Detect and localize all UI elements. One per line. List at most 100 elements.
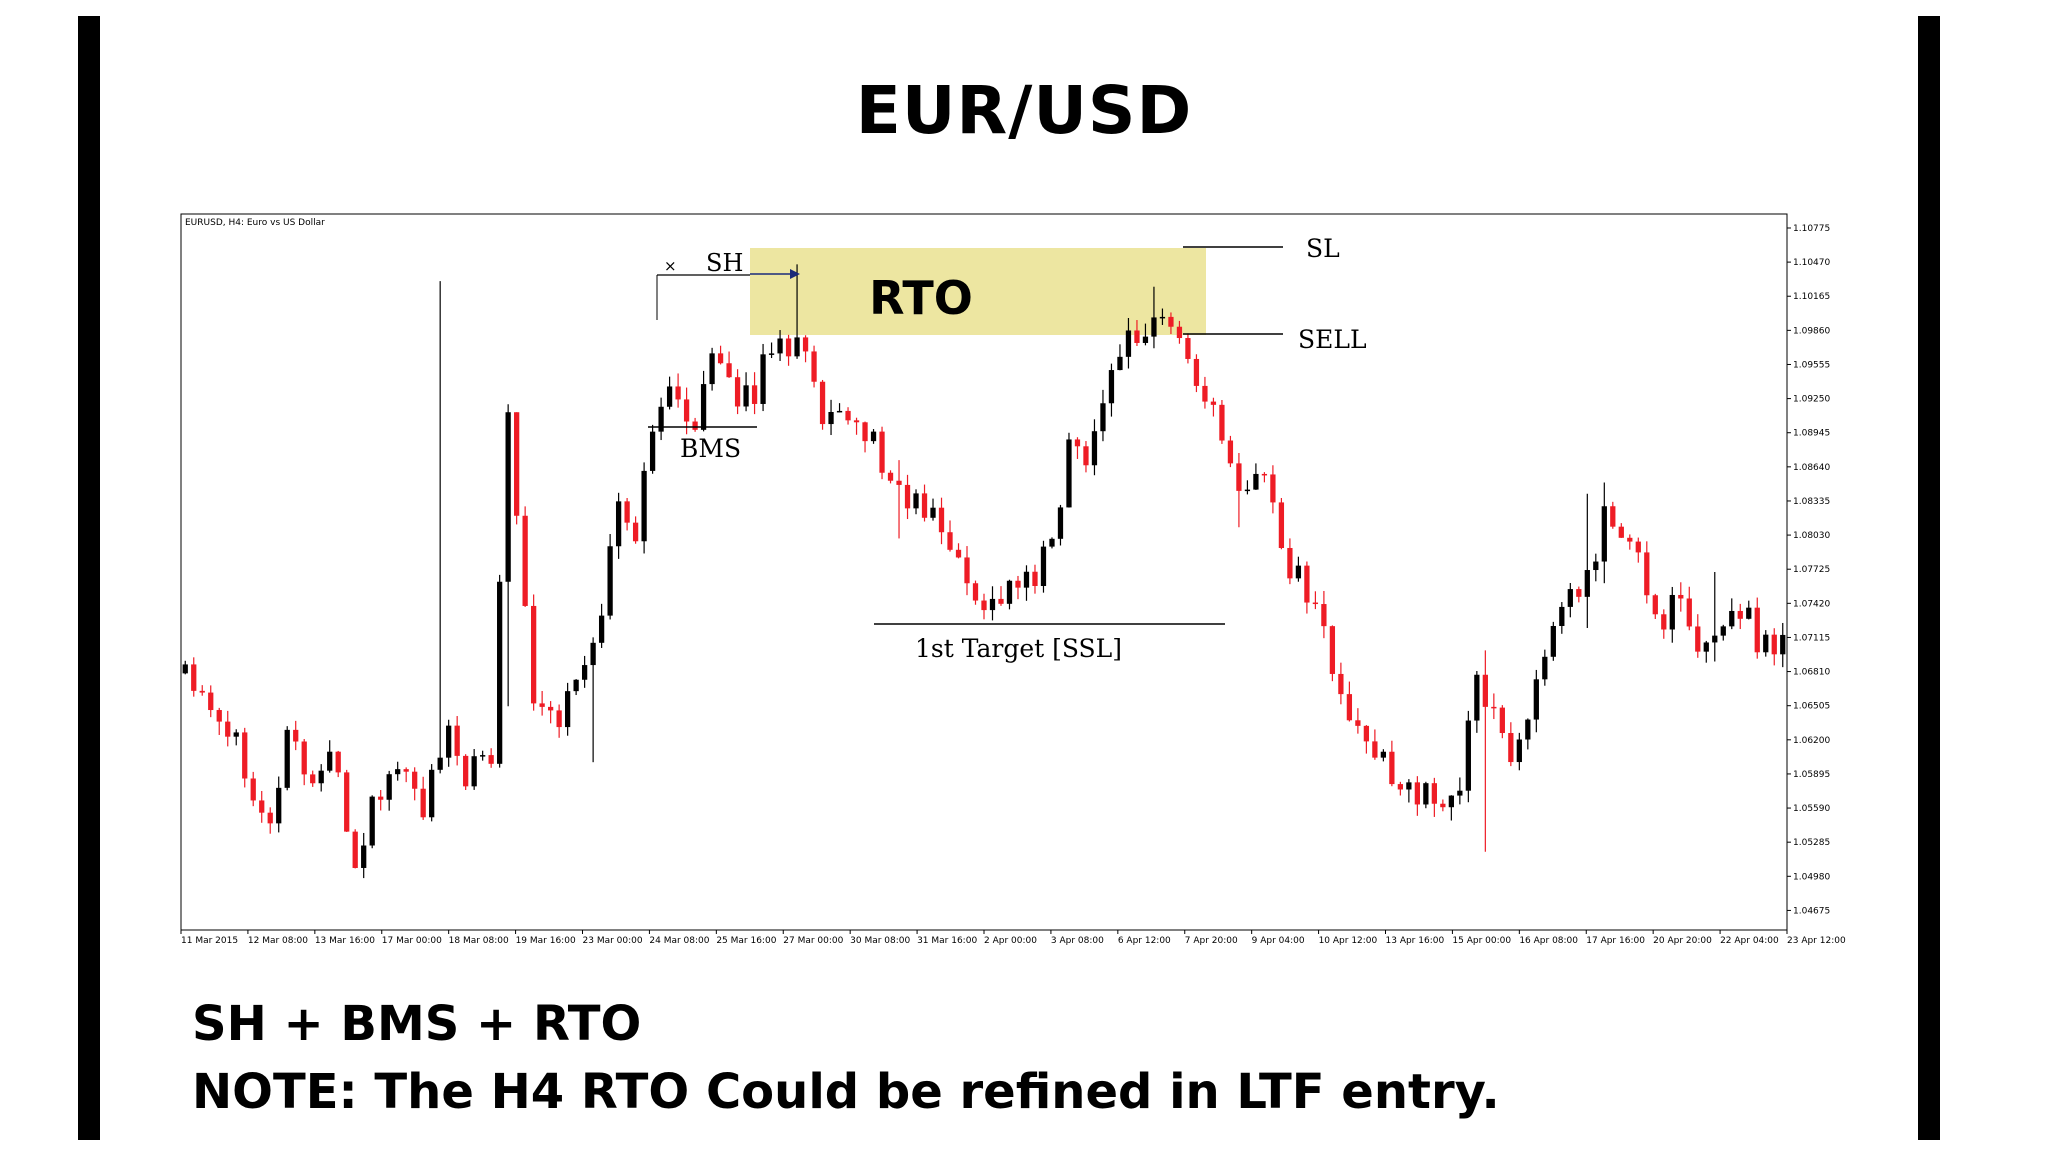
candle-body (743, 385, 749, 407)
candle-body (1737, 610, 1743, 619)
x-tick-label: 9 Apr 04:00 (1252, 936, 1305, 946)
x-tick-label: 30 Mar 08:00 (850, 936, 910, 946)
candle-body (709, 353, 715, 385)
candle-body (548, 706, 554, 711)
caption-formula: SH + BMS + RTO (192, 996, 642, 1052)
candle-body (1176, 326, 1183, 339)
candle-body (1236, 463, 1242, 491)
candle-body (564, 691, 571, 728)
y-tick-label: 1.09250 (1793, 395, 1830, 405)
x-tick-label: 24 Mar 08:00 (649, 936, 709, 946)
candle-body (225, 721, 231, 737)
x-tick-label: 12 Mar 08:00 (248, 936, 308, 946)
candle-body (641, 470, 647, 542)
candle-body (1499, 707, 1505, 734)
y-tick-label: 1.09860 (1793, 326, 1830, 336)
candle-body (573, 679, 579, 692)
candle-body (1372, 741, 1378, 758)
x-tick-label: 13 Apr 16:00 (1386, 936, 1445, 946)
candle-body (1610, 506, 1616, 527)
candle-body (1006, 580, 1013, 604)
sh-arrow-head (790, 269, 800, 279)
candle-body (785, 338, 792, 357)
x-tick-label: 17 Apr 16:00 (1586, 936, 1645, 946)
candle-body (1559, 606, 1565, 626)
candle-body (301, 741, 307, 775)
candle-body (1669, 594, 1675, 630)
candle-body (259, 800, 265, 813)
candle-body (836, 410, 843, 413)
candle-body (1746, 607, 1752, 619)
x-tick-label: 23 Apr 12:00 (1787, 936, 1846, 946)
y-tick-label: 1.07420 (1793, 599, 1830, 609)
candle-body (760, 354, 766, 404)
candle-body (1261, 473, 1268, 476)
candle-body (921, 493, 928, 518)
candle-body (1023, 571, 1030, 588)
candle-body (1380, 751, 1387, 758)
candle-body (1397, 784, 1404, 790)
candle-body (403, 769, 409, 772)
candle-body (666, 386, 673, 407)
y-tick-label: 1.04980 (1793, 872, 1830, 882)
x-tick-label: 20 Apr 20:00 (1653, 936, 1712, 946)
candle-body (624, 501, 630, 523)
x-tick-label: 3 Apr 08:00 (1051, 936, 1104, 946)
candle-body (658, 406, 664, 432)
candle-body (649, 431, 656, 471)
candle-body (488, 755, 494, 764)
candle-body (420, 788, 426, 818)
x-tick-label: 7 Apr 20:00 (1185, 936, 1238, 946)
candle-body (1270, 474, 1276, 503)
candle-body (1287, 547, 1293, 579)
candle-body (1185, 338, 1191, 359)
x-tick-label: 19 Mar 16:00 (516, 936, 576, 946)
y-tick-label: 1.06505 (1793, 702, 1830, 712)
candle-body (267, 812, 273, 824)
y-tick-label: 1.05590 (1793, 804, 1830, 814)
candle-body (1278, 502, 1285, 548)
candle-body (896, 480, 902, 485)
sl-label: SL (1306, 234, 1340, 263)
x-tick-label: 2 Apr 00:00 (984, 936, 1037, 946)
bms-label: BMS (680, 434, 741, 463)
candle-body (598, 615, 605, 643)
y-tick-label: 1.05285 (1793, 838, 1830, 848)
y-tick-label: 1.09555 (1793, 360, 1830, 370)
candle-body (454, 725, 460, 756)
candle-body (1219, 404, 1225, 441)
candle-body (768, 353, 775, 355)
candle-body (429, 769, 435, 818)
candle-body (1304, 565, 1310, 603)
y-tick-label: 1.10470 (1793, 258, 1830, 268)
candle-body (1040, 546, 1047, 587)
x-tick-label: 17 Mar 00:00 (382, 936, 442, 946)
candle-body (1363, 725, 1370, 742)
candle-body (1712, 635, 1718, 643)
x-tick-label: 11 Mar 2015 (181, 936, 238, 946)
candle-body (870, 431, 877, 442)
candle-body (1720, 626, 1726, 636)
candle-body (1032, 571, 1038, 587)
candle-body (1448, 795, 1454, 808)
candle-body (182, 664, 188, 674)
candle-body (1763, 634, 1769, 653)
x-tick-label: 16 Apr 08:00 (1519, 936, 1578, 946)
candle-body (947, 532, 953, 550)
candle-body (607, 546, 613, 616)
candle-body (1780, 634, 1786, 655)
candle-body (862, 422, 868, 442)
candle-body (828, 411, 834, 425)
candle-body (1295, 565, 1302, 579)
candle-body (904, 484, 911, 509)
candle-body (632, 522, 639, 542)
candle-body (581, 665, 588, 680)
candle-body (1108, 370, 1115, 404)
candle-body (717, 353, 724, 364)
candle-body (514, 412, 520, 516)
candle-body (505, 412, 511, 582)
candle-body (480, 755, 486, 757)
candle-body (1533, 679, 1539, 720)
candle-body (1406, 782, 1412, 790)
candle-body (1057, 507, 1064, 539)
